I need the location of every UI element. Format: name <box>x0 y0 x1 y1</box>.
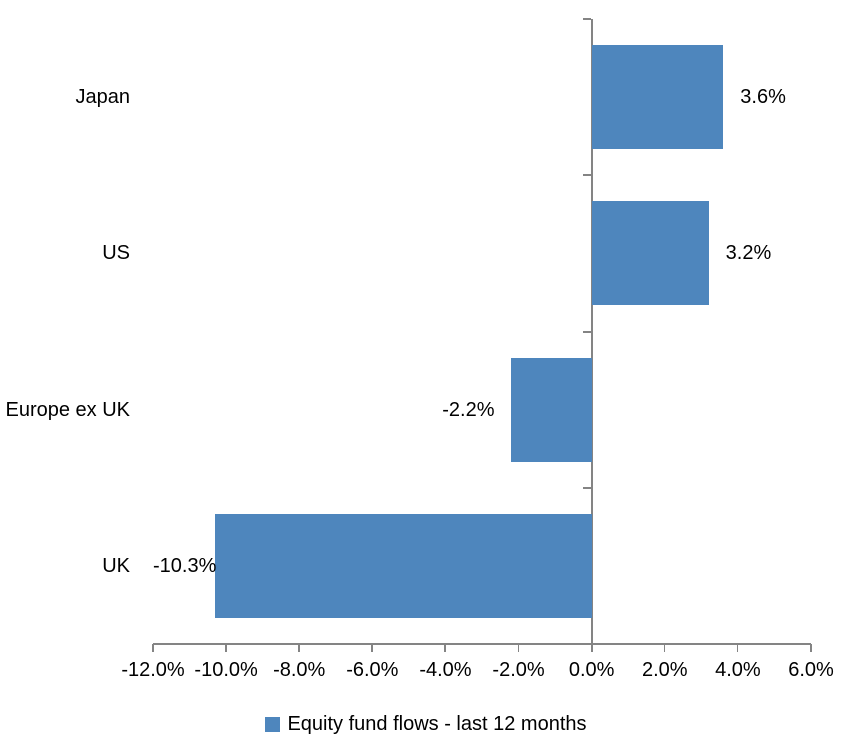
x-axis-tick <box>298 644 300 652</box>
bar-europe-ex-uk <box>511 357 592 462</box>
x-axis-tick <box>152 644 154 652</box>
x-axis-line <box>153 643 811 645</box>
category-label-japan: Japan <box>75 86 131 109</box>
x-axis-tick <box>371 644 373 652</box>
x-tick-label: -10.0% <box>194 659 258 681</box>
zero-axis-line <box>590 19 593 652</box>
bar-us <box>591 201 709 306</box>
x-axis-tick <box>663 644 666 652</box>
legend-swatch <box>265 716 281 732</box>
x-tick-label: 2.0% <box>641 659 688 681</box>
x-axis-tick <box>444 644 447 652</box>
category-boundary-tick <box>582 174 591 177</box>
x-tick-label: 4.0% <box>715 659 761 681</box>
x-axis-tick <box>810 644 812 652</box>
x-axis-tick <box>590 644 593 652</box>
category-boundary-tick <box>582 18 591 20</box>
bar-japan <box>591 45 724 150</box>
category-label-uk: UK <box>102 554 130 577</box>
category-boundary-tick <box>582 486 591 489</box>
data-label-japan: 3.6% <box>740 86 786 109</box>
x-axis-tick <box>736 644 739 652</box>
category-boundary-tick <box>582 330 591 333</box>
x-axis-tick <box>225 644 227 652</box>
category-label-us: US <box>102 242 130 265</box>
x-axis-tick <box>517 644 520 652</box>
legend-label: Equity fund flows - last 12 months <box>287 713 587 735</box>
x-tick-label: 6.0% <box>788 659 834 681</box>
bar-uk <box>215 513 592 618</box>
data-label-europe-ex-uk: -2.2% <box>442 398 495 421</box>
legend: Equity fund flows - last 12 months <box>0 711 852 737</box>
x-tick-label: 0.0% <box>568 659 615 681</box>
data-label-uk: -10.3% <box>153 554 217 577</box>
x-tick-label: -2.0% <box>492 659 545 681</box>
data-label-us: 3.2% <box>725 242 772 265</box>
x-tick-label: -4.0% <box>419 659 472 681</box>
x-tick-label: -8.0% <box>273 659 326 681</box>
x-tick-label: -6.0% <box>346 659 399 681</box>
x-tick-label: -12.0% <box>121 659 185 681</box>
category-label-europe-ex-uk: Europe ex UK <box>5 398 130 421</box>
